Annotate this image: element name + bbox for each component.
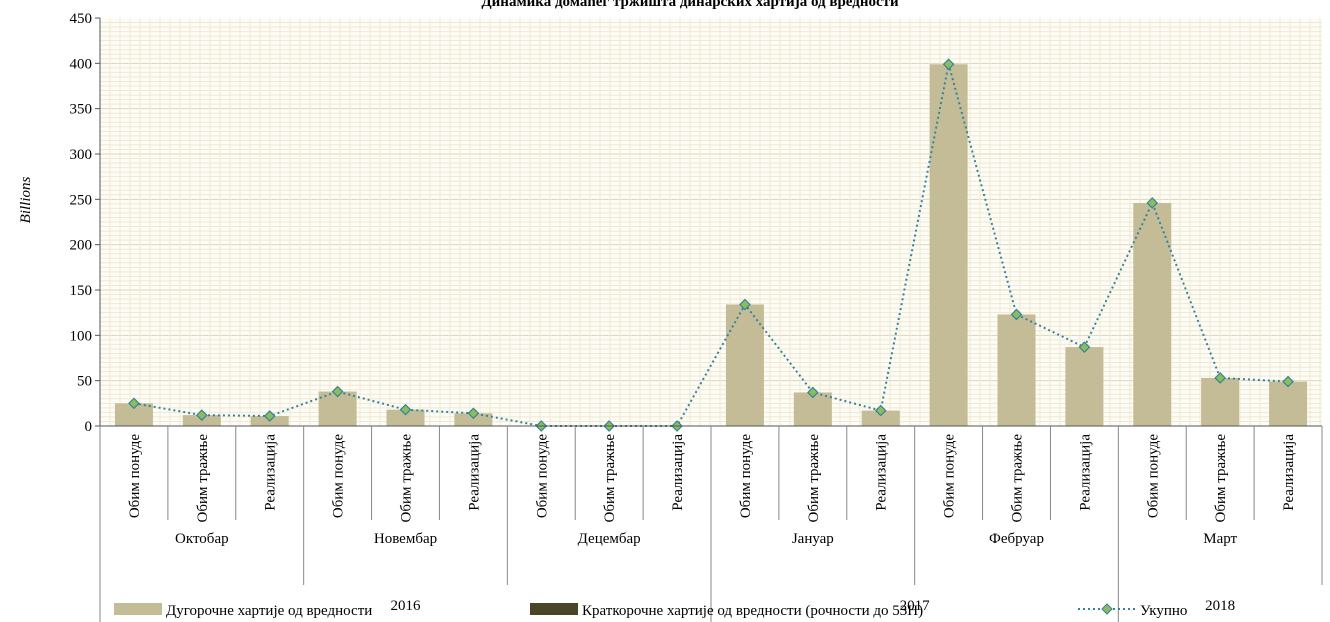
point-marker (1146, 197, 1159, 209)
legend-label: Краткорочне хартије од вредности (рочнос… (582, 603, 923, 619)
year-label: 2017 (900, 598, 931, 614)
point-marker (1282, 375, 1294, 388)
bar (1133, 202, 1172, 426)
x-tick-label: Реализација (670, 434, 686, 511)
y-tick-label: 300 (70, 147, 93, 163)
bar (386, 409, 425, 426)
x-tick-label: Обим понуде (1145, 434, 1161, 518)
point-marker (331, 385, 344, 398)
year-label: 2018 (1205, 598, 1235, 614)
month-label: Новембар (374, 531, 437, 547)
bar (454, 413, 493, 426)
bar (725, 304, 764, 426)
y-tick-label: 450 (70, 11, 93, 27)
year-label: 2016 (391, 598, 422, 614)
x-tick-label: Обим понуде (738, 434, 754, 518)
month-label: Март (1203, 531, 1237, 547)
point-marker (128, 397, 140, 410)
x-tick-label: Обим понуде (331, 434, 347, 518)
x-tick-label: Обим понуде (127, 434, 143, 518)
bar (1065, 347, 1104, 426)
y-tick-label: 100 (70, 328, 93, 344)
y-axis-title: Billions (18, 177, 34, 224)
y-tick-label: 150 (70, 283, 93, 299)
series-line (133, 63, 1289, 427)
y-tick-label: 350 (70, 102, 93, 118)
x-tick-label: Реализација (1281, 434, 1297, 511)
x-tick-label: Реализација (1077, 434, 1093, 511)
x-tick-label: Реализација (263, 434, 279, 511)
month-label: Октобар (175, 531, 229, 547)
point-marker (739, 298, 751, 311)
y-tick-label: 0 (85, 419, 93, 435)
x-tick-label: Реализација (874, 434, 890, 511)
y-tick-label: 50 (77, 374, 92, 390)
x-tick-label: Реализација (466, 434, 482, 511)
point-marker (195, 409, 208, 421)
legend-swatch (114, 603, 162, 615)
x-tick-label: Обим понуде (942, 434, 958, 518)
x-tick-label: Обим понуде (534, 434, 550, 518)
bar (1201, 377, 1240, 426)
point-marker (1078, 341, 1091, 353)
point-marker (942, 58, 955, 71)
x-tick-label: Обим тражње (195, 434, 211, 523)
legend-label: Укупно (1140, 603, 1187, 619)
point-marker (467, 407, 480, 420)
y-tick-label: 200 (70, 238, 93, 254)
bar (861, 410, 900, 426)
legend-marker (1101, 603, 1113, 615)
bar (997, 314, 1036, 426)
point-marker (1214, 372, 1227, 384)
x-tick-label: Обим тражње (399, 434, 415, 523)
y-tick-label: 400 (70, 56, 93, 72)
plot-area (100, 18, 1322, 432)
bar (929, 64, 968, 427)
point-marker (806, 386, 819, 399)
x-tick-label: Обим тражње (1213, 434, 1229, 523)
point-marker (263, 410, 276, 422)
point-marker (399, 403, 412, 416)
axes: 0 50 100 150 200 250 300 350 400 450 Обим понуде Об… (70, 11, 1323, 622)
y-tick-label: 250 (70, 192, 93, 208)
legend-swatch (530, 603, 578, 615)
month-label: Децембар (578, 531, 641, 547)
legend-label: Дугорочне хартије од вредности (166, 603, 372, 619)
bar (1269, 381, 1308, 426)
chart-title: Динамика домаћег тржишта динарских харти… (481, 0, 899, 10)
x-tick-label: Обим тражње (602, 434, 618, 523)
bar (114, 403, 153, 426)
legend: Дугорочне хартије од вредности Краткорочн… (114, 603, 1187, 619)
month-label: Фебруар (989, 531, 1044, 547)
x-tick-label: Обим тражње (1010, 434, 1026, 523)
point-marker (1010, 308, 1023, 321)
month-label: Јануар (792, 531, 834, 547)
point-marker (874, 404, 887, 417)
x-tick-label: Обим тражње (806, 434, 822, 523)
